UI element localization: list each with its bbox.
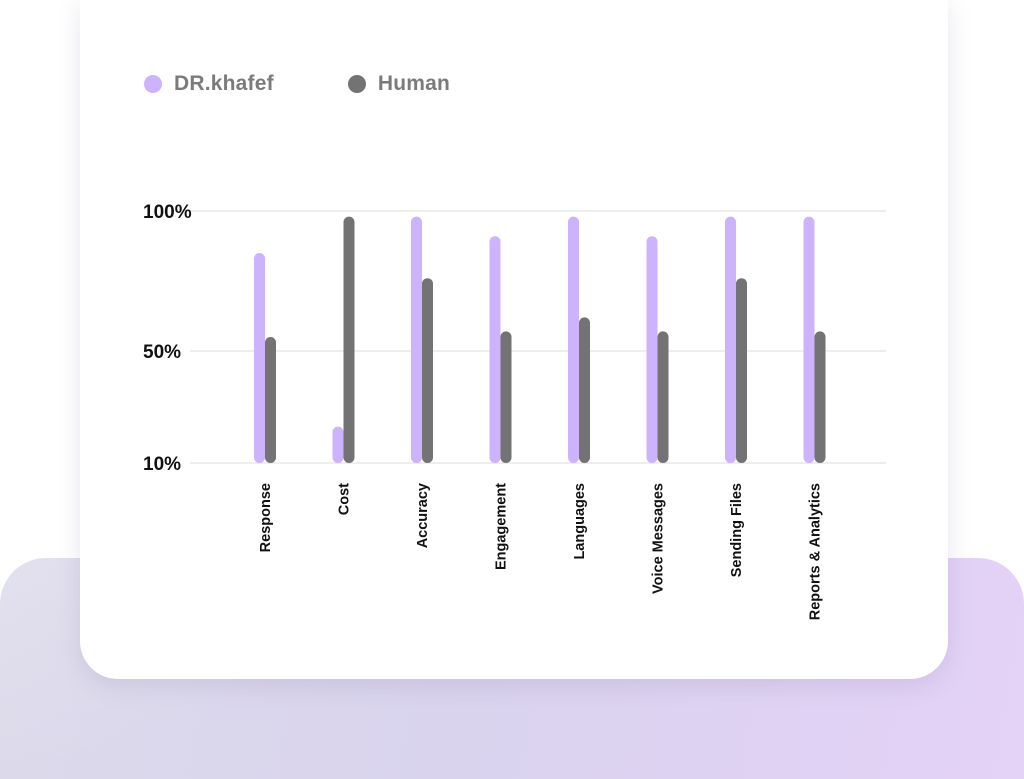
- x-tick-label: Response: [258, 483, 274, 552]
- legend-dot-icon: [347, 75, 366, 93]
- bar-dr-khafef: [254, 253, 265, 463]
- legend: DR.khafef Human: [144, 72, 524, 96]
- legend-dot-icon: [144, 75, 162, 93]
- x-tick-label: Cost: [337, 483, 353, 515]
- bar-human: [579, 317, 590, 463]
- bar-human: [657, 331, 669, 463]
- legend-label-human: Human: [377, 72, 451, 95]
- bar-dr-khafef: [332, 426, 344, 463]
- bar-human: [814, 331, 826, 463]
- x-tick-label: Accuracy: [415, 483, 431, 548]
- bar-human: [422, 278, 433, 463]
- chart-card: DR.khafef Human: [80, 0, 948, 679]
- bars-layer: [254, 216, 826, 463]
- bar-dr-khafef: [411, 216, 422, 463]
- bar-dr-khafef: [489, 236, 501, 463]
- x-tick-label: Languages: [572, 483, 588, 560]
- grid-layer: [190, 210, 886, 464]
- bar-dr-khafef: [803, 216, 815, 463]
- bar-human: [500, 331, 512, 463]
- y-tick-label: 10%: [143, 454, 181, 475]
- bar-human: [736, 278, 747, 463]
- y-tick-label: 100%: [143, 202, 192, 223]
- y-tick-label: 50%: [143, 342, 181, 363]
- x-tick-label: Voice Messages: [651, 483, 667, 594]
- bar-dr-khafef: [725, 216, 736, 463]
- x-tick-label: Reports & Analytics: [808, 483, 824, 620]
- labels-layer: 100% 50% 10% Response Cost Accuracy Engagement…: [143, 202, 824, 620]
- bar-human: [265, 337, 276, 463]
- bar-dr-khafef: [646, 236, 658, 463]
- bar-dr-khafef: [568, 216, 579, 463]
- legend-item-dr-khafef: DR.khafef: [144, 72, 274, 96]
- legend-label-dr-khafef: DR.khafef: [174, 72, 274, 95]
- x-tick-label: Engagement: [494, 483, 510, 570]
- x-tick-label: Sending Files: [729, 483, 745, 577]
- legend-item-human: Human: [347, 72, 451, 96]
- bar-human: [343, 216, 355, 463]
